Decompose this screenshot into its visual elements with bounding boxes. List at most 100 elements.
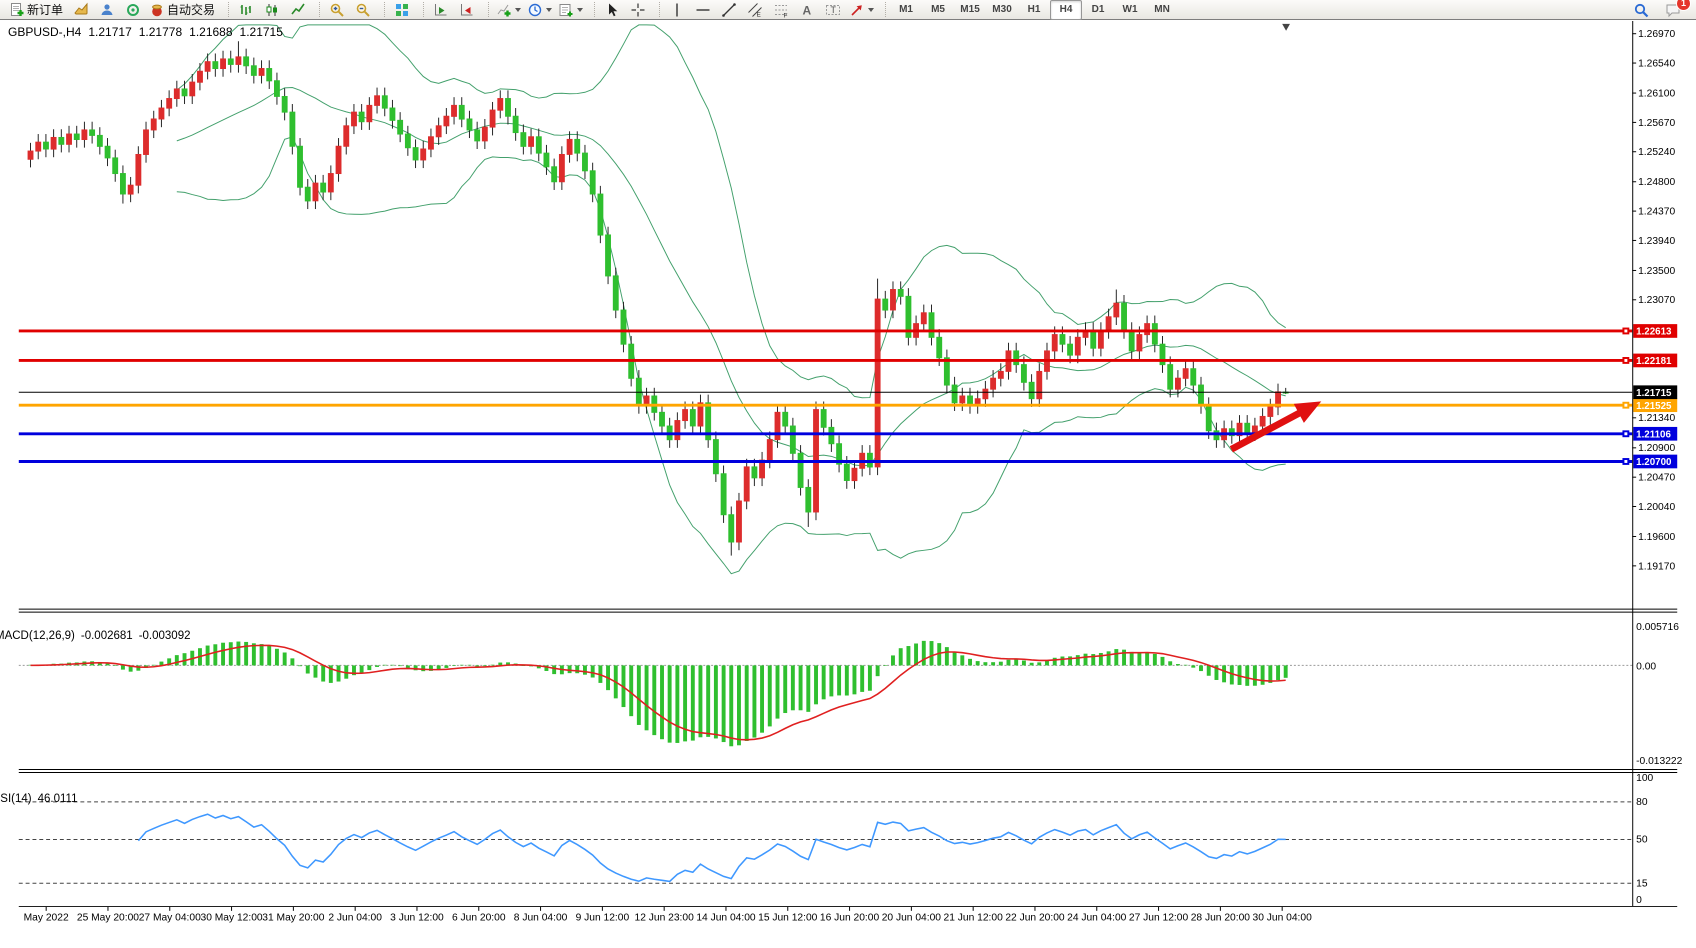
tile-windows-button[interactable] [389, 0, 415, 20]
signals-button[interactable] [120, 0, 146, 20]
candle [489, 101, 496, 136]
timeframe-m1-button[interactable]: M1 [899, 4, 913, 15]
trendline-button[interactable] [716, 0, 742, 20]
timeframe-m15-button[interactable]: M15 [960, 4, 980, 15]
candle [558, 146, 565, 190]
candle [605, 226, 611, 285]
candle [289, 104, 296, 155]
resistance-line-upper[interactable]: 1.22613 [18, 324, 1678, 338]
toolbar-separator [313, 2, 321, 17]
timeframe-d1-button[interactable]: D1 [1091, 4, 1105, 15]
candle [774, 404, 781, 448]
fibonacci-button[interactable]: F [768, 0, 794, 20]
candle [1167, 356, 1174, 398]
toolbar-separator [417, 2, 425, 17]
candle [1113, 289, 1120, 326]
crosshair-button[interactable] [625, 0, 651, 20]
price-tick-label: 1.19600 [1638, 532, 1675, 543]
candle [404, 125, 411, 156]
support-line-lower[interactable]: 1.20700 [18, 454, 1678, 469]
candle [351, 104, 357, 135]
zoom-out-button[interactable] [350, 0, 376, 20]
vertical-line-button[interactable] [664, 0, 690, 20]
candle [358, 104, 365, 130]
svg-text:E: E [757, 11, 762, 18]
time-tick-label: 3 Jun 12:00 [390, 913, 444, 924]
toolbar-separator [222, 2, 230, 17]
candle [474, 121, 481, 150]
autotrading-button[interactable]: 自动交易 [146, 0, 220, 20]
svg-text:1.21525: 1.21525 [1636, 401, 1672, 412]
macd-label: MACD(12,26,9) [0, 630, 75, 642]
timeframe-m5-button[interactable]: M5 [931, 4, 945, 15]
candle [712, 431, 719, 482]
profiles-button[interactable] [68, 0, 94, 20]
text-label-button[interactable]: T [820, 0, 846, 20]
candle [320, 174, 327, 201]
dropdown-caret-icon[interactable] [546, 7, 553, 12]
candles-icon [264, 2, 280, 18]
support-line-upper[interactable]: 1.21106 [18, 426, 1678, 441]
main-macd-splitter[interactable] [18, 608, 1678, 613]
timeframe-h1-button[interactable]: H1 [1027, 4, 1041, 15]
symbol-label: GBPUSD-,H4 [8, 25, 82, 39]
dropdown-caret-icon[interactable] [868, 7, 875, 12]
candle [412, 139, 419, 169]
candle [528, 128, 535, 155]
zoom-in-button[interactable] [324, 0, 350, 20]
time-tick-label: 25 May 20:00 [77, 913, 139, 924]
candle [73, 125, 80, 148]
time-axis[interactable] [18, 905, 1678, 928]
indicators-button[interactable] [493, 0, 524, 20]
svg-text:1.21106: 1.21106 [1636, 429, 1671, 440]
line-chart-button[interactable] [285, 0, 311, 20]
dropdown-caret-icon[interactable] [515, 7, 522, 12]
text-button[interactable]: A [794, 0, 820, 20]
candle [374, 87, 381, 114]
rsi-axis-label: 100 [1636, 773, 1653, 784]
horizontal-line-button[interactable] [690, 0, 716, 20]
candle [481, 118, 488, 150]
time-tick-label: 27 Jun 12:00 [1129, 913, 1189, 924]
dropdown-caret-icon[interactable] [577, 7, 584, 12]
notifications-button[interactable]: 1 [1660, 0, 1691, 20]
timeframe-h4-button[interactable]: H4 [1050, 0, 1083, 20]
candlestick-chart-button[interactable] [259, 0, 285, 20]
timeframe-m30-button[interactable]: M30 [992, 4, 1012, 15]
timeframe-w1-button[interactable]: W1 [1122, 4, 1138, 15]
macd-signal-value: -0.003092 [138, 630, 191, 642]
bars-icon [238, 2, 254, 18]
svg-text:1.22613: 1.22613 [1636, 327, 1672, 338]
templates-button[interactable] [555, 0, 586, 20]
main-chart-panel[interactable] [18, 21, 1633, 609]
candle [297, 138, 303, 196]
new-order-button[interactable]: 新订单 [6, 0, 68, 20]
autotrade-icon [149, 2, 165, 18]
arrows-button[interactable] [846, 0, 877, 20]
search-button[interactable] [1628, 0, 1654, 20]
periods-button[interactable] [524, 0, 555, 20]
bar-chart-button[interactable] [233, 0, 259, 20]
crosshair-icon [630, 2, 646, 18]
price-line-badge [1633, 398, 1678, 413]
candle [520, 124, 527, 155]
macd-rsi-splitter[interactable] [18, 769, 1678, 773]
chart-canvas[interactable]: 1.26970 1.26540 1.26100 1.25670 1.25240 1.248… [0, 21, 1696, 948]
candle [535, 128, 542, 162]
template-icon [558, 2, 574, 18]
candle [204, 53, 211, 80]
price-line-badge [1633, 426, 1678, 441]
chart-shift-marker[interactable] [1282, 23, 1290, 31]
resistance-line-lower[interactable]: 1.22181 [18, 353, 1678, 368]
candle [597, 185, 604, 244]
trend-arrow-annotation[interactable] [1229, 401, 1322, 453]
cursor-button[interactable] [599, 0, 625, 20]
accounts-button[interactable] [94, 0, 120, 20]
channel-button[interactable]: E [742, 0, 768, 20]
candle [689, 401, 696, 435]
candle [836, 435, 843, 473]
timeframe-mn-button[interactable]: MN [1154, 4, 1170, 15]
auto-scroll-button[interactable] [428, 0, 454, 20]
pivot-line-orange[interactable]: 1.21525 [18, 398, 1678, 413]
chart-shift-button[interactable] [454, 0, 480, 20]
